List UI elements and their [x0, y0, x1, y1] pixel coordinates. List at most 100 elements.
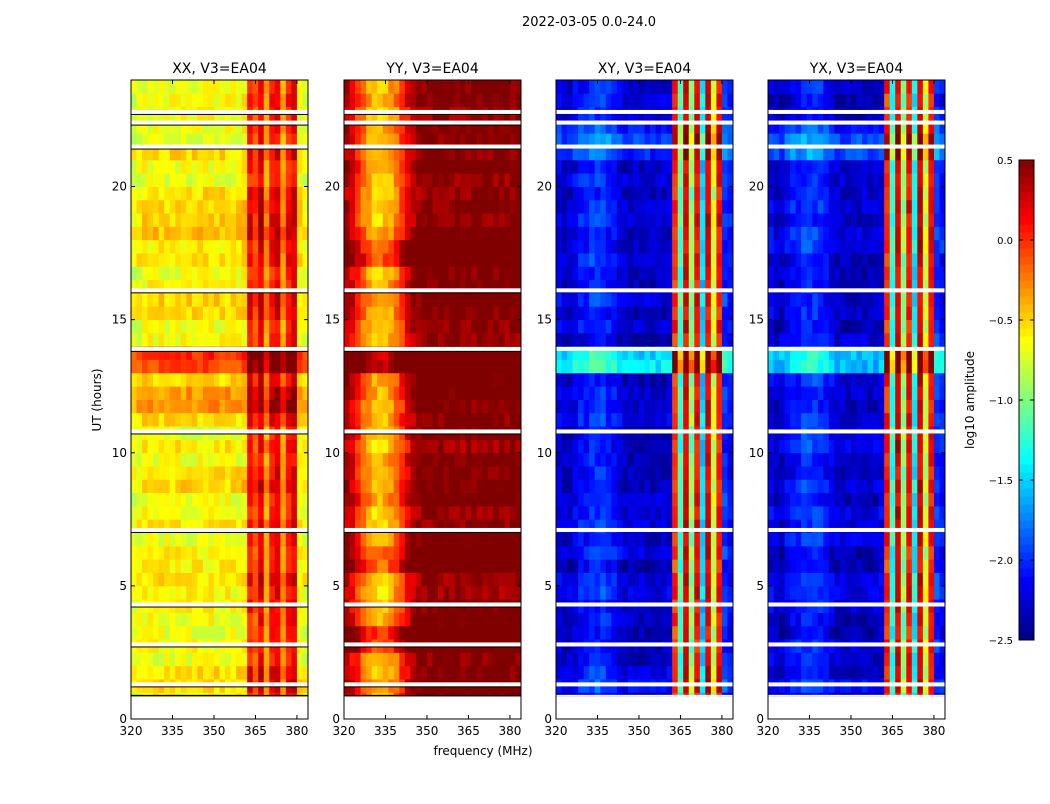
- heatmap-cell: [203, 613, 209, 627]
- heatmap-cell: [148, 506, 154, 520]
- heatmap-cell: [689, 613, 695, 627]
- heatmap-cell: [383, 586, 389, 600]
- heatmap-cell: [556, 400, 562, 414]
- heatmap-cell: [656, 453, 662, 467]
- heatmap-cell: [711, 386, 717, 400]
- heatmap-cell: [383, 293, 389, 307]
- heatmap-cell: [148, 213, 154, 227]
- heatmap-cell: [247, 213, 253, 227]
- heatmap-cell: [672, 439, 678, 453]
- heatmap-cell: [366, 493, 372, 507]
- heatmap-cell: [170, 493, 176, 507]
- heatmap-cell: [901, 626, 907, 640]
- x-tick-label: 365: [457, 724, 480, 738]
- heatmap-cell: [297, 626, 303, 640]
- heatmap-cell: [131, 626, 137, 640]
- heatmap-cell: [595, 213, 601, 227]
- heatmap-cell: [203, 386, 209, 400]
- heatmap-cell: [705, 80, 711, 94]
- heatmap-cell: [366, 173, 372, 187]
- heatmap-cell: [394, 173, 400, 187]
- heatmap-cell: [344, 413, 350, 427]
- heatmap-cell: [186, 466, 192, 480]
- heatmap-cell: [567, 253, 573, 267]
- heatmap-cell: [667, 80, 673, 94]
- heatmap-cell: [722, 666, 728, 680]
- heatmap-cell: [153, 386, 159, 400]
- heatmap-cell: [645, 147, 651, 161]
- heatmap-cell: [694, 559, 700, 573]
- heatmap-cell: [361, 80, 367, 94]
- heatmap-cell: [366, 613, 372, 627]
- heatmap-cell: [383, 93, 389, 107]
- heatmap-cell: [242, 333, 248, 347]
- heatmap-cell: [137, 386, 143, 400]
- heatmap-cell: [208, 226, 214, 240]
- heatmap-cell: [399, 93, 405, 107]
- heatmap-cell: [510, 439, 516, 453]
- heatmap-cell: [164, 466, 170, 480]
- heatmap-cell: [678, 413, 684, 427]
- heatmap-cell: [186, 506, 192, 520]
- heatmap-cell: [628, 226, 634, 240]
- heatmap-cell: [672, 187, 678, 201]
- heatmap-cell: [383, 240, 389, 254]
- heatmap-cell: [242, 93, 248, 107]
- heatmap-cell: [372, 613, 378, 627]
- heatmap-cell: [645, 466, 651, 480]
- heatmap-cell: [645, 213, 651, 227]
- heatmap-cell: [291, 439, 297, 453]
- heatmap-cell: [556, 93, 562, 107]
- heatmap-cell: [433, 213, 439, 227]
- heatmap-cell: [488, 306, 494, 320]
- heatmap-cell: [656, 147, 662, 161]
- heatmap-cell: [466, 293, 472, 307]
- heatmap-cell: [355, 173, 361, 187]
- heatmap-cell: [197, 652, 203, 666]
- heatmap-cell: [488, 546, 494, 560]
- heatmap-cell: [504, 187, 510, 201]
- heatmap-cell: [567, 626, 573, 640]
- heatmap-cell: [148, 453, 154, 467]
- heatmap-cell: [460, 173, 466, 187]
- heatmap-cell: [280, 240, 286, 254]
- heatmap-cell: [482, 466, 488, 480]
- heatmap-cell: [269, 559, 275, 573]
- heatmap-cell: [493, 306, 499, 320]
- heatmap-cell: [857, 666, 863, 680]
- heatmap-cell: [622, 479, 628, 493]
- heatmap-cell: [170, 266, 176, 280]
- heatmap-cell: [159, 466, 165, 480]
- heatmap-cell: [589, 386, 595, 400]
- heatmap-cell: [377, 333, 383, 347]
- heatmap-cell: [689, 400, 695, 414]
- heatmap-cell: [181, 626, 187, 640]
- heatmap-cell: [214, 466, 220, 480]
- heatmap-cell: [275, 613, 281, 627]
- heatmap-cell: [153, 320, 159, 334]
- heatmap-cell: [247, 559, 253, 573]
- heatmap-cell: [595, 533, 601, 547]
- heatmap-cell: [231, 213, 237, 227]
- heatmap-cell: [247, 479, 253, 493]
- heatmap-cell: [394, 453, 400, 467]
- heatmap-cell: [628, 666, 634, 680]
- heatmap-cell: [416, 506, 422, 520]
- heatmap-cell: [220, 453, 226, 467]
- heatmap-cell: [444, 666, 450, 680]
- heatmap-cell: [192, 439, 198, 453]
- heatmap-cell: [667, 187, 673, 201]
- heatmap-cell: [142, 253, 148, 267]
- heatmap-cell: [722, 533, 728, 547]
- heatmap-cell: [286, 466, 292, 480]
- heatmap-cell: [170, 306, 176, 320]
- heatmap-cell: [556, 466, 562, 480]
- heatmap-cell: [175, 493, 181, 507]
- heatmap-cell: [410, 240, 416, 254]
- heatmap-cell: [611, 652, 617, 666]
- heatmap-cell: [705, 187, 711, 201]
- heatmap-cell: [159, 626, 165, 640]
- heatmap-cell: [242, 613, 248, 627]
- heatmap-cell: [722, 479, 728, 493]
- heatmap-cell: [471, 479, 477, 493]
